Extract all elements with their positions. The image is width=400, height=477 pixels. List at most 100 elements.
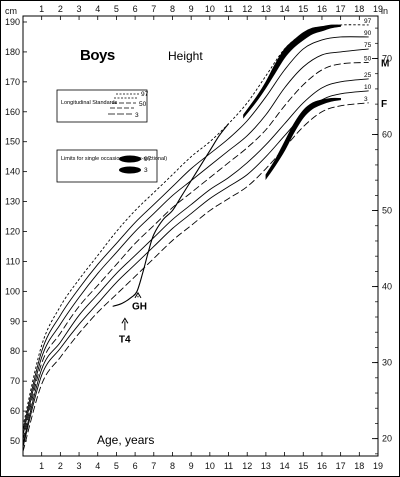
y-tick-label-cm-190: 190 bbox=[5, 17, 20, 27]
plot-frame bbox=[22, 15, 379, 457]
x-tick-label-top-5: 5 bbox=[114, 4, 119, 14]
x-tick-label-top-18: 18 bbox=[354, 4, 364, 14]
x-tick-label-bottom-16: 16 bbox=[317, 461, 327, 471]
y-tick-label-cm-150: 150 bbox=[5, 137, 20, 147]
x-axis-label: Age, years bbox=[97, 433, 154, 447]
legend-longitudinal-97: 97 bbox=[141, 91, 149, 98]
right-marker-F: F bbox=[381, 99, 387, 110]
legend-longitudinal-50: 50 bbox=[139, 101, 147, 108]
series-line-10 bbox=[22, 90, 369, 448]
x-tick-label-bottom-4: 4 bbox=[95, 461, 100, 471]
x-tick-label-bottom-14: 14 bbox=[280, 461, 290, 471]
x-tick-label-bottom-2: 2 bbox=[58, 461, 63, 471]
legend-longitudinal-3: 3 bbox=[135, 112, 139, 119]
series-line-97 bbox=[22, 24, 369, 427]
patient-growth-curve bbox=[112, 123, 229, 307]
x-tick-label-top-15: 15 bbox=[298, 4, 308, 14]
annotation-arrow-head bbox=[134, 291, 142, 299]
x-tick-label-top-14: 14 bbox=[280, 4, 290, 14]
x-tick-label-top-19: 19 bbox=[373, 4, 383, 14]
legend-longitudinal-box bbox=[56, 89, 148, 123]
legend-limits-title: Limits for single occasions (cross-secti… bbox=[61, 156, 167, 162]
limit-band-97 bbox=[243, 24, 341, 119]
series-label-25: 25 bbox=[364, 72, 372, 79]
x-tick-label-top-6: 6 bbox=[133, 4, 138, 14]
legend-limits-3: 3 bbox=[144, 167, 148, 174]
x-tick-label-top-3: 3 bbox=[77, 4, 82, 14]
patient-curve-line bbox=[112, 123, 229, 307]
x-tick-label-bottom-6: 6 bbox=[133, 461, 138, 471]
x-tick-label-top-12: 12 bbox=[242, 4, 252, 14]
x-tick-label-top-11: 11 bbox=[224, 4, 233, 14]
x-tick-label-bottom-18: 18 bbox=[354, 461, 364, 471]
x-tick-labels-top: 1 2 3 4 5 6 7 8 9 10 11 12 13 14 15 16 17 18 19 bbox=[39, 4, 383, 14]
x-tick-label-top-13: 13 bbox=[261, 4, 271, 14]
annotation-label: GH bbox=[132, 301, 147, 312]
legend-limits-97: 97 bbox=[144, 156, 152, 163]
y-tick-label-in-40: 40 bbox=[382, 282, 392, 292]
x-tick-label-bottom-15: 15 bbox=[298, 461, 308, 471]
legend-longitudinal-title: Longitudinal Standards bbox=[61, 100, 118, 106]
chart-subtitle: Height bbox=[168, 49, 203, 63]
series-label-50: 50 bbox=[364, 55, 372, 62]
x-tick-label-bottom-12: 12 bbox=[242, 461, 252, 471]
x-tick-label-top-9: 9 bbox=[189, 4, 194, 14]
x-tick-label-top-17: 17 bbox=[336, 4, 346, 14]
x-tick-label-top-16: 16 bbox=[317, 4, 327, 14]
series-label-10: 10 bbox=[364, 84, 372, 91]
y-tick-label-cm-180: 180 bbox=[5, 47, 20, 57]
annotation-label: T4 bbox=[119, 334, 131, 345]
y-tick-label-cm-60: 60 bbox=[10, 406, 20, 416]
x-tick-label-bottom-5: 5 bbox=[114, 461, 119, 471]
right-marker-M: M bbox=[381, 58, 389, 69]
y-tick-label-in-70: 70 bbox=[382, 54, 392, 64]
y-tick-labels-in: 20 30 40 50 60 70 bbox=[382, 54, 392, 444]
y-tick-label-in-20: 20 bbox=[382, 434, 392, 444]
legend-limits: Limits for single occasions (cross-secti… bbox=[56, 149, 167, 183]
y-tick-label-cm-90: 90 bbox=[10, 316, 20, 326]
series-line-3 bbox=[22, 102, 369, 452]
series-label-3: 3 bbox=[364, 96, 368, 103]
y-tick-label-in-60: 60 bbox=[382, 130, 392, 140]
x-tick-label-bottom-3: 3 bbox=[77, 461, 82, 471]
series-label-97: 97 bbox=[364, 18, 372, 25]
ylabel-right: in bbox=[381, 6, 388, 16]
x-tick-labels-bottom: 1 2 3 4 5 6 7 8 9 10 11 12 13 14 15 16 17 18 19 bbox=[39, 461, 383, 471]
x-tick-label-bottom-19: 19 bbox=[373, 461, 383, 471]
y-tick-label-cm-50: 50 bbox=[10, 436, 20, 446]
legend-band-97 bbox=[119, 155, 141, 163]
y-tick-label-cm-110: 110 bbox=[6, 256, 20, 266]
annotation-arrow-head bbox=[121, 317, 129, 324]
x-tick-label-bottom-1: 1 bbox=[39, 461, 44, 471]
y-tick-label-cm-130: 130 bbox=[5, 197, 20, 207]
x-tick-label-bottom-10: 10 bbox=[205, 461, 215, 471]
legend-longitudinal: Longitudinal Standards 97 50 3 bbox=[56, 89, 149, 123]
series-line-90 bbox=[22, 36, 369, 431]
chart-title: Boys bbox=[80, 47, 115, 64]
y-tick-label-cm-80: 80 bbox=[10, 346, 20, 356]
x-tick-label-top-8: 8 bbox=[170, 4, 175, 14]
legend-limits-box bbox=[56, 149, 158, 183]
x-tick-label-top-7: 7 bbox=[151, 4, 156, 14]
x-tick-label-bottom-8: 8 bbox=[170, 461, 175, 471]
x-tick-label-bottom-11: 11 bbox=[224, 461, 233, 471]
y-tick-label-cm-140: 140 bbox=[5, 167, 20, 177]
x-tick-label-bottom-17: 17 bbox=[336, 461, 346, 471]
y-tick-label-in-30: 30 bbox=[382, 358, 392, 368]
x-tick-label-bottom-13: 13 bbox=[261, 461, 271, 471]
x-tick-label-bottom-9: 9 bbox=[189, 461, 194, 471]
treatment-annotations: GH T4 bbox=[119, 291, 147, 345]
y-tick-label-cm-100: 100 bbox=[5, 286, 20, 296]
x-tick-label-top-1: 1 bbox=[39, 4, 44, 14]
y-tick-label-cm-70: 70 bbox=[10, 376, 20, 386]
legend-band-3 bbox=[119, 166, 141, 174]
axis-ticks bbox=[23, 16, 379, 456]
x-tick-label-top-10: 10 bbox=[205, 4, 215, 14]
series-label-75: 75 bbox=[364, 42, 372, 49]
series-line-50 bbox=[22, 61, 369, 440]
ylabel-left: cm bbox=[5, 6, 17, 16]
right-markers: MF bbox=[381, 58, 389, 109]
x-tick-label-bottom-7: 7 bbox=[151, 461, 156, 471]
